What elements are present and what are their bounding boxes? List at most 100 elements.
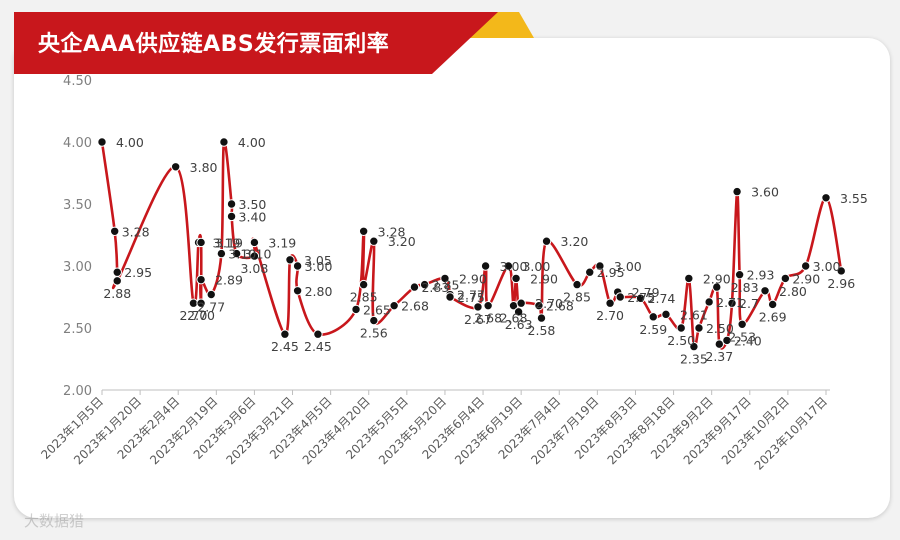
data-label: 2.83 — [421, 280, 449, 295]
data-label: 3.80 — [190, 160, 218, 175]
data-point — [712, 282, 722, 292]
data-point — [734, 269, 745, 280]
data-label: 2.7 — [739, 296, 759, 311]
data-point — [313, 329, 323, 339]
x-tick-label: 2023年4月20日 — [300, 394, 373, 467]
data-point — [800, 261, 811, 271]
data-label: 3.28 — [122, 224, 150, 239]
watermark: 大数据猎 — [24, 512, 85, 530]
x-tick-label: 2023年2月19日 — [147, 394, 220, 467]
x-tick-label: 2023年3月21日 — [223, 394, 296, 467]
data-label: 2.70 — [596, 308, 624, 323]
data-point — [292, 261, 303, 271]
data-label: 2.63 — [505, 317, 533, 332]
data-label: 2.50 — [706, 321, 734, 336]
data-label: 2.90 — [792, 271, 820, 286]
data-label: 2.45 — [271, 339, 299, 354]
data-point — [585, 267, 595, 277]
data-label: 2.75 — [627, 290, 655, 305]
x-tick-label: 2023年5月20日 — [376, 394, 449, 467]
data-point — [722, 335, 732, 346]
y-tick-label: 3.50 — [63, 198, 92, 213]
data-label: 2.65 — [363, 302, 391, 317]
data-point — [836, 266, 846, 276]
data-point — [219, 137, 229, 147]
data-point — [648, 312, 658, 322]
data-point — [112, 276, 122, 286]
data-label: 3.60 — [751, 185, 779, 200]
data-label: 2.96 — [827, 276, 855, 291]
data-label: 3.00 — [813, 259, 841, 274]
data-label: 2.71 — [716, 295, 744, 310]
data-point — [419, 279, 430, 290]
data-label: 3.00 — [614, 259, 642, 274]
data-point — [483, 300, 493, 311]
data-point — [780, 273, 791, 284]
data-point — [369, 315, 379, 326]
data-point — [226, 211, 237, 222]
data-point — [635, 293, 646, 303]
data-point — [170, 162, 181, 172]
data-label: 2.56 — [360, 326, 388, 341]
data-label: 2.37 — [705, 349, 733, 364]
data-point — [536, 313, 547, 323]
data-point — [292, 286, 303, 296]
y-tick-label: 2.50 — [63, 322, 92, 337]
data-label: 2.77 — [457, 288, 485, 303]
data-label: 2.88 — [103, 286, 131, 301]
data-point — [737, 319, 747, 329]
x-tick-label: 2023年9月17日 — [681, 394, 754, 467]
data-point — [516, 298, 526, 308]
data-label: 2.70 — [535, 296, 563, 311]
data-label: 3.40 — [239, 209, 267, 224]
data-point — [112, 267, 122, 277]
data-label: 2.80 — [779, 284, 807, 299]
data-label: 3.10 — [228, 247, 256, 262]
data-point — [605, 298, 615, 308]
data-point — [110, 226, 120, 236]
data-point — [249, 237, 260, 248]
data-label: 2.61 — [680, 307, 708, 322]
data-point — [285, 255, 295, 265]
data-point — [704, 297, 714, 307]
y-tick-label: 4.50 — [63, 74, 92, 89]
x-tick-label: 2023年8月18日 — [605, 394, 678, 467]
data-label: 2.93 — [747, 268, 775, 283]
data-label: 2.90 — [530, 271, 558, 286]
data-point — [595, 261, 605, 271]
data-label: 2.95 — [597, 265, 625, 280]
data-label: 2.70 — [180, 308, 208, 323]
data-label: 2.75 — [457, 290, 485, 305]
data-point — [732, 186, 742, 197]
data-label: 3.55 — [840, 191, 868, 206]
data-point — [684, 273, 694, 284]
data-label: 2.40 — [734, 333, 762, 348]
y-tick-label: 2.00 — [63, 384, 92, 399]
data-label: 3.20 — [561, 234, 589, 249]
data-point — [97, 137, 107, 147]
data-label: 2.74 — [648, 291, 676, 306]
data-point — [358, 226, 369, 236]
data-point — [216, 248, 227, 259]
data-label: 3.00 — [305, 259, 333, 274]
data-label: 2.68 — [401, 299, 429, 314]
data-point — [445, 292, 455, 302]
x-tick-label: 2023年10月17日 — [752, 394, 831, 473]
data-label: 3.19 — [268, 235, 296, 250]
data-point — [541, 236, 552, 246]
data-label: 2.83 — [731, 280, 759, 295]
data-point — [409, 282, 420, 292]
data-label: 2.68 — [474, 311, 502, 326]
data-point — [572, 279, 582, 290]
x-tick-label: 2023年1月20日 — [71, 394, 144, 467]
data-label: 2.70 — [187, 308, 215, 323]
data-label: 2.90 — [459, 271, 487, 286]
data-label: 2.85 — [563, 290, 591, 305]
x-tick-label: 2023年10月2日 — [719, 394, 792, 467]
data-point — [226, 199, 237, 209]
data-label: 2.58 — [528, 323, 556, 338]
data-label: 2.68 — [500, 311, 528, 326]
data-point — [534, 300, 544, 311]
data-point — [196, 274, 206, 285]
